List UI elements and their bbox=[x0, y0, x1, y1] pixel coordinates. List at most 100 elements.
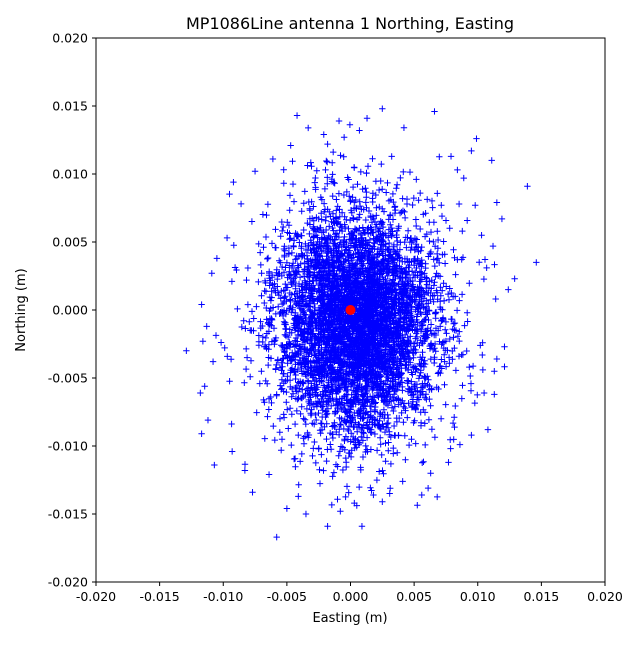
scatter-point bbox=[460, 174, 467, 182]
scatter-point bbox=[283, 505, 291, 512]
scatter-point bbox=[230, 178, 237, 186]
x-axis: -0.020 -0.015 -0.010 -0.005 0.000 0.005 0.010 0… bbox=[76, 582, 623, 604]
scatter-point bbox=[213, 255, 221, 262]
scatter-point bbox=[356, 127, 363, 134]
scatter-point bbox=[488, 157, 495, 164]
y-tick-label: 0.010 bbox=[52, 167, 88, 182]
x-tick-label: 0.005 bbox=[396, 589, 432, 604]
scatter-point bbox=[273, 533, 280, 541]
scatter-point bbox=[477, 342, 484, 349]
x-tick-label: -0.015 bbox=[139, 589, 179, 604]
scatter-point bbox=[480, 389, 488, 397]
scatter-point bbox=[427, 470, 434, 477]
scatter-point bbox=[265, 471, 273, 478]
x-tick-label: -0.005 bbox=[267, 589, 307, 604]
scatter-point bbox=[211, 461, 218, 469]
scatter-point bbox=[209, 358, 217, 365]
scatter-point bbox=[468, 147, 475, 155]
scatter-point bbox=[199, 338, 207, 345]
scatter-point bbox=[302, 510, 310, 518]
scatter-point bbox=[370, 491, 377, 499]
scatter-point bbox=[204, 416, 212, 424]
scatter-point bbox=[511, 275, 518, 282]
scatter-point bbox=[363, 115, 371, 122]
scatter-point bbox=[447, 153, 455, 160]
scatter-point bbox=[379, 498, 386, 505]
scatter-point bbox=[468, 431, 475, 439]
scatter-point bbox=[445, 459, 452, 466]
scatter-point bbox=[498, 215, 506, 223]
scatter-point bbox=[337, 508, 344, 515]
scatter-point bbox=[505, 286, 512, 293]
scatter-point bbox=[340, 134, 348, 141]
scatter-point bbox=[198, 430, 205, 437]
y-tick-label: -0.020 bbox=[48, 575, 88, 590]
scatter-point bbox=[493, 355, 501, 363]
scatter-point bbox=[269, 155, 277, 163]
scatter-point bbox=[484, 426, 492, 433]
scatter-point bbox=[501, 343, 508, 350]
scatter-point bbox=[295, 493, 302, 500]
scatter-point bbox=[324, 523, 331, 530]
scatter-point bbox=[324, 140, 331, 148]
center-point bbox=[345, 305, 356, 315]
y-tick-label: 0.015 bbox=[52, 99, 88, 114]
x-tick-label: -0.010 bbox=[203, 589, 243, 604]
x-tick-label: 0.000 bbox=[333, 589, 369, 604]
scatter-point bbox=[249, 489, 256, 496]
scatter-point bbox=[454, 166, 461, 174]
y-axis-label: Northing (m) bbox=[14, 268, 29, 351]
scatter-point bbox=[351, 499, 358, 507]
scatter-point bbox=[208, 270, 215, 277]
scatter-point bbox=[483, 264, 490, 272]
scatter-point bbox=[293, 112, 301, 119]
scatter-point bbox=[478, 232, 485, 239]
scatter-point bbox=[493, 199, 501, 206]
scatter-point bbox=[491, 368, 498, 375]
scatter-point bbox=[197, 389, 204, 397]
scatter-point bbox=[479, 366, 487, 374]
scatter-point bbox=[335, 117, 343, 125]
scatter-point bbox=[400, 124, 408, 131]
scatter-point bbox=[228, 448, 236, 455]
scatter-point bbox=[203, 323, 210, 330]
scatter-point bbox=[237, 200, 245, 208]
y-axis: -0.020 -0.015 -0.010 -0.005 0.000 0.005 0.010 0… bbox=[48, 31, 96, 590]
scatter-point bbox=[251, 168, 259, 175]
scatter-point bbox=[473, 135, 480, 142]
scatter-point bbox=[489, 242, 497, 250]
y-tick-label: 0.020 bbox=[52, 31, 88, 46]
y-tick-label: -0.010 bbox=[48, 439, 88, 454]
x-tick-label: 0.010 bbox=[460, 589, 496, 604]
y-tick-label: -0.005 bbox=[48, 371, 88, 386]
scatter-point bbox=[424, 484, 432, 492]
scatter-point bbox=[287, 142, 294, 149]
scatter-point bbox=[358, 523, 366, 530]
scatter-point bbox=[456, 441, 464, 448]
center-marker-layer bbox=[345, 305, 356, 315]
scatter-point bbox=[533, 259, 540, 266]
y-tick-label: -0.015 bbox=[48, 507, 88, 522]
chart-title: MP1086Line antenna 1 Northing, Easting bbox=[186, 14, 514, 33]
scatter-outliers bbox=[183, 105, 540, 541]
y-tick-label: 0.000 bbox=[52, 303, 88, 318]
scatter-point bbox=[241, 467, 249, 474]
scatter-point bbox=[379, 105, 386, 112]
y-tick-label: 0.005 bbox=[52, 235, 88, 250]
scatter-point bbox=[320, 131, 327, 138]
scatter-point bbox=[399, 478, 406, 485]
x-tick-label: 0.015 bbox=[523, 589, 559, 604]
scatter-point bbox=[472, 202, 479, 209]
scatter-cloud bbox=[201, 121, 508, 509]
x-tick-label: 0.020 bbox=[587, 589, 623, 604]
x-tick-label: -0.020 bbox=[76, 589, 116, 604]
scatter-point bbox=[418, 491, 425, 499]
scatter-point bbox=[431, 108, 438, 115]
x-axis-label: Easting (m) bbox=[312, 611, 387, 626]
scatter-point bbox=[183, 347, 190, 354]
scatter-point bbox=[524, 183, 531, 190]
scatter-point bbox=[491, 391, 498, 398]
scatter-point bbox=[223, 234, 231, 242]
